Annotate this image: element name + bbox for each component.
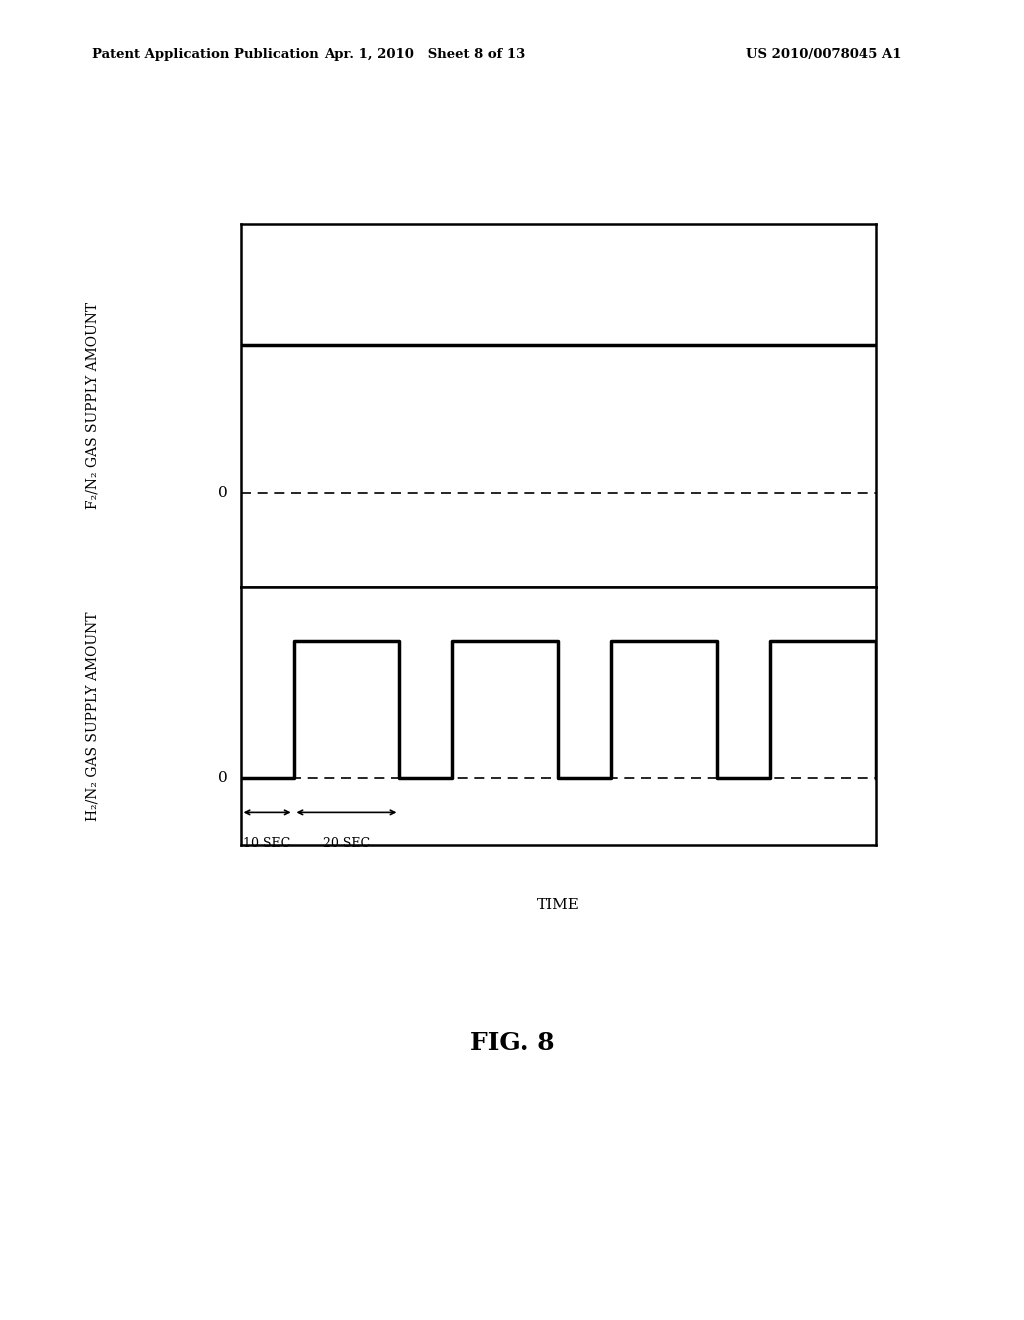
Text: TIME: TIME	[537, 898, 580, 912]
Text: FIG. 8: FIG. 8	[470, 1031, 554, 1055]
Text: 20 SEC: 20 SEC	[323, 837, 370, 850]
Text: US 2010/0078045 A1: US 2010/0078045 A1	[745, 48, 901, 61]
Text: 0: 0	[218, 771, 227, 785]
Text: H₂/N₂ GAS SUPPLY AMOUNT: H₂/N₂ GAS SUPPLY AMOUNT	[85, 611, 99, 821]
Text: 10 SEC: 10 SEC	[244, 837, 291, 850]
Text: 0: 0	[218, 486, 227, 500]
Text: F₂/N₂ GAS SUPPLY AMOUNT: F₂/N₂ GAS SUPPLY AMOUNT	[85, 302, 99, 510]
Text: Apr. 1, 2010   Sheet 8 of 13: Apr. 1, 2010 Sheet 8 of 13	[325, 48, 525, 61]
Text: Patent Application Publication: Patent Application Publication	[92, 48, 318, 61]
